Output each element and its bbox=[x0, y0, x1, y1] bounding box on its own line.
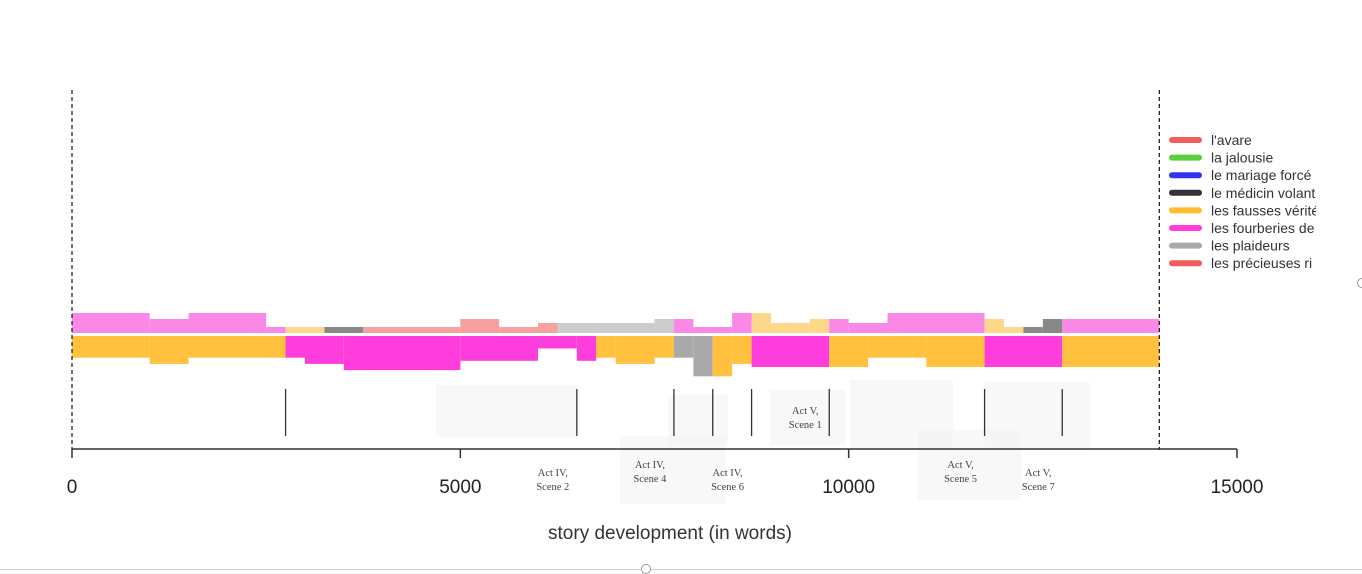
scene-annotation: Act IV, bbox=[713, 468, 743, 479]
top-band-segment bbox=[149, 319, 189, 333]
legend-label[interactable]: le mariage forcé bbox=[1211, 167, 1312, 183]
legend-label[interactable]: les plaideurs bbox=[1211, 238, 1290, 254]
scene-annotation: Scene 4 bbox=[633, 474, 667, 485]
scene-annotation: Act V, bbox=[792, 406, 818, 417]
bottom-band-segment bbox=[654, 336, 674, 358]
bottom-band-segment bbox=[615, 336, 655, 364]
top-band-segment bbox=[732, 313, 752, 333]
top-band-segment bbox=[460, 319, 500, 333]
top-band-segment bbox=[751, 313, 771, 333]
legend-label[interactable]: l'avare bbox=[1211, 132, 1252, 148]
top-band-segment bbox=[72, 313, 150, 333]
bottom-band-segment bbox=[343, 336, 461, 371]
x-axis: 0 5000 10000 15000 bbox=[67, 448, 1264, 498]
bottom-band-segment bbox=[188, 336, 286, 358]
top-band-segment bbox=[809, 319, 830, 333]
story-boundaries bbox=[71, 90, 1160, 450]
resize-handle-right[interactable] bbox=[1357, 278, 1362, 288]
bottom-band-segment bbox=[72, 336, 150, 358]
bottom-band-segment bbox=[868, 336, 927, 358]
bottom-band-segment bbox=[712, 336, 733, 377]
legend-label[interactable]: les fausses vérités bbox=[1211, 202, 1326, 218]
bottom-band-segment bbox=[1062, 336, 1160, 367]
bottom-band-segment bbox=[538, 336, 577, 349]
annotation-hover-box bbox=[620, 436, 725, 504]
top-band-segment bbox=[266, 327, 286, 333]
bottom-band-segment bbox=[285, 336, 305, 358]
top-band-segment bbox=[1062, 319, 1160, 333]
scene-annotation: Scene 5 bbox=[944, 474, 977, 485]
top-band-segment bbox=[654, 319, 674, 333]
scene-markers bbox=[284, 389, 1063, 436]
top-band-segment bbox=[324, 327, 364, 333]
legend-label[interactable]: le médicin volant bbox=[1211, 185, 1315, 201]
top-band-segment bbox=[693, 327, 733, 333]
x-tick-label: 5000 bbox=[439, 477, 481, 498]
story-bands bbox=[72, 313, 1160, 377]
bottom-band-segment bbox=[829, 336, 869, 367]
legend-label[interactable]: les fourberies de bbox=[1211, 220, 1315, 236]
top-band-segment bbox=[538, 323, 558, 333]
top-band-segment bbox=[887, 313, 985, 333]
legend-label[interactable]: la jalousie bbox=[1211, 150, 1273, 166]
bottom-band-segment bbox=[751, 336, 830, 367]
top-band-segment bbox=[557, 323, 655, 333]
legend-label[interactable]: les précieuses ri bbox=[1211, 255, 1312, 271]
top-band-segment bbox=[1023, 327, 1043, 333]
top-band-segment bbox=[771, 323, 810, 333]
scene-annotation: Scene 7 bbox=[1022, 482, 1055, 493]
scene-annotation: Act V, bbox=[1025, 468, 1051, 479]
bottom-band-segment bbox=[576, 336, 597, 361]
scene-labels: Act IV, Scene 2 Act IV, Scene 4 Act IV, Scene… bbox=[536, 406, 1054, 493]
x-tick-label: 0 bbox=[67, 477, 78, 498]
scene-annotation: Scene 1 bbox=[789, 420, 822, 431]
scene-annotation: Scene 6 bbox=[711, 482, 744, 493]
scene-annotation: Scene 2 bbox=[536, 482, 569, 493]
bottom-band-segment bbox=[926, 336, 985, 367]
top-band-segment bbox=[1042, 319, 1063, 333]
top-band-segment bbox=[363, 327, 461, 333]
hover-boxes bbox=[436, 380, 1090, 504]
top-band-segment bbox=[188, 313, 267, 333]
x-tick-label: 10000 bbox=[822, 477, 875, 498]
scene-annotation: Act V, bbox=[947, 460, 973, 471]
top-band-segment bbox=[1004, 327, 1024, 333]
top-band-segment bbox=[499, 327, 538, 333]
x-axis-title: story development (in words) bbox=[548, 523, 792, 544]
top-band-segment bbox=[829, 319, 849, 333]
bottom-band-segment bbox=[305, 336, 344, 364]
resize-handle-bottom[interactable] bbox=[641, 564, 651, 574]
top-band-segment bbox=[673, 319, 694, 333]
top-band-segment bbox=[848, 323, 888, 333]
bottom-band-segment bbox=[984, 336, 1063, 367]
top-band-segment bbox=[984, 319, 1004, 333]
bottom-band-segment bbox=[460, 336, 538, 361]
x-tick-label: 15000 bbox=[1211, 477, 1264, 498]
scene-annotation: Act IV, bbox=[635, 460, 665, 471]
bottom-band-segment bbox=[673, 336, 694, 358]
page-bottom-border bbox=[0, 569, 1362, 570]
annotation-hover-box bbox=[918, 430, 1021, 500]
annotation-hover-box bbox=[436, 385, 576, 437]
annotation-hover-box bbox=[770, 390, 845, 445]
bottom-band-segment bbox=[149, 336, 189, 364]
scene-annotation: Act IV, bbox=[538, 468, 568, 479]
top-band-segment bbox=[285, 327, 325, 333]
bottom-band-segment bbox=[732, 336, 752, 364]
bottom-band-segment bbox=[693, 336, 713, 377]
bottom-band-segment bbox=[596, 336, 616, 358]
